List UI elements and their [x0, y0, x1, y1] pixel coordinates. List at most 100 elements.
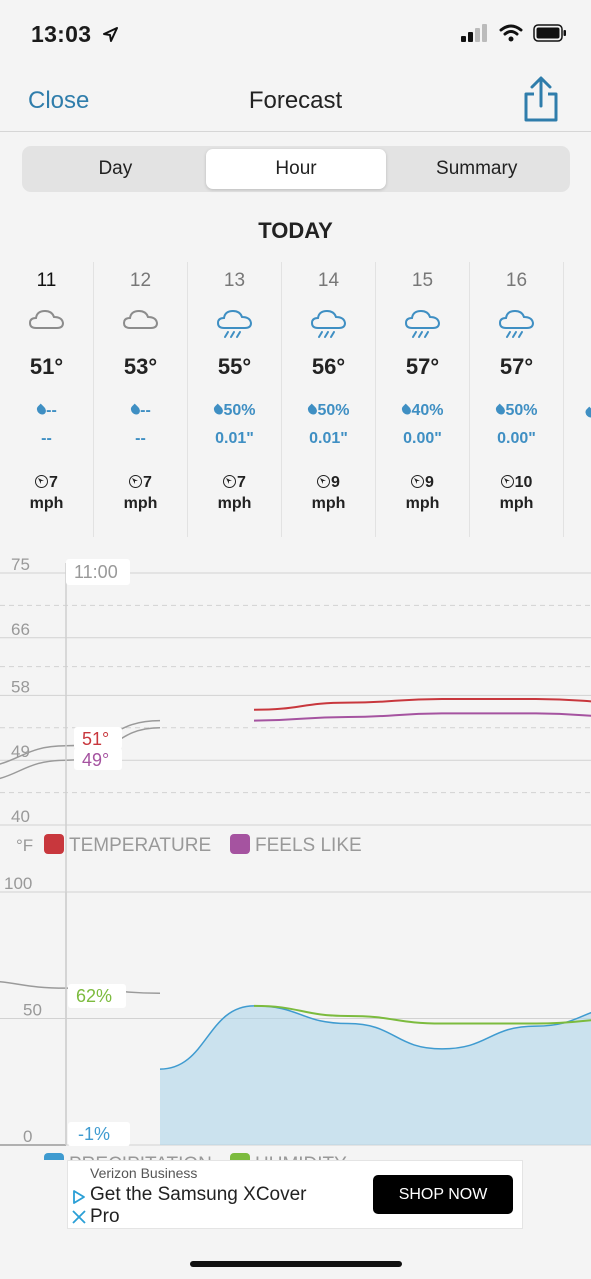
precip-amount: 0.01": [309, 430, 348, 447]
precip-chance-value: 50%: [505, 402, 538, 419]
hour-column[interactable]: 14 56° 50% 0.01" 9 mph: [282, 262, 376, 537]
rain-cloud-icon: [310, 309, 347, 338]
temperature-line: [253, 698, 591, 711]
feels-like-value: 49°: [82, 750, 109, 770]
view-tabs: Day Hour Summary: [22, 146, 570, 192]
wind-speed: 9: [282, 474, 375, 492]
humidity-value: 62%: [76, 986, 112, 1006]
feels-like-legend-label: FEELS LIKE: [255, 835, 362, 856]
humidity-line: [253, 1004, 591, 1025]
wifi-icon: [499, 24, 523, 42]
y-tick-label: 58: [11, 677, 30, 696]
ad-banner[interactable]: Verizon Business Get the Samsung XCover …: [67, 1160, 523, 1229]
precip-amount: --: [135, 430, 146, 447]
humidity-legend-label: HUMIDITY: [255, 1154, 347, 1160]
wind-unit: mph: [311, 495, 346, 512]
wind-speed-value: 7: [49, 474, 58, 491]
precip-chance: --: [0, 402, 93, 420]
precip-chance: 40%: [376, 402, 469, 420]
close-button[interactable]: Close: [28, 87, 90, 114]
wind-unit: mph: [405, 495, 440, 512]
precip-chance-value: --: [46, 402, 57, 419]
wind-speed-value: 7: [143, 474, 152, 491]
cursor-value-badge: [74, 727, 122, 749]
feels-like-line: [253, 712, 591, 722]
wind-direction-icon: [500, 475, 514, 488]
precip-chance-value: 40%: [411, 402, 444, 419]
wind-direction-icon: [129, 475, 143, 488]
y-tick-label: 66: [11, 620, 30, 639]
temperature-value: 51°: [82, 729, 109, 749]
hour-temperature: 57°: [405, 354, 440, 379]
hourly-strip[interactable]: 11 51° -- -- 7 mph 12 53° -- -- 7 mph 13 55° 50% 0.01" 7…: [0, 262, 591, 537]
feels-like-legend-swatch: [230, 834, 250, 854]
precip-chance-value: --: [140, 402, 151, 419]
hour-column[interactable]: 15 57° 40% 0.00" 9 mph: [376, 262, 470, 537]
share-button[interactable]: [521, 74, 561, 122]
rain-cloud-icon: [498, 309, 535, 338]
cursor-time-badge: [66, 559, 130, 585]
wind-speed: 7: [94, 474, 187, 492]
hour-column[interactable]: 16 57° 50% 0.00" 10 mph: [470, 262, 564, 537]
tab-day[interactable]: Day: [25, 149, 206, 189]
unit-label: °F: [16, 836, 33, 855]
temperature-legend-swatch: [44, 834, 64, 854]
hour-temperature: 55°: [217, 354, 252, 379]
wind-unit: mph: [123, 495, 158, 512]
tab-hour[interactable]: Hour: [205, 149, 387, 189]
wind-direction-icon: [317, 475, 331, 488]
section-title: TODAY: [258, 218, 333, 243]
precip-amount: 0.00": [403, 430, 442, 447]
wind-direction-icon: [223, 475, 237, 488]
y-tick-label: 100: [4, 874, 32, 893]
wind-direction-icon: [35, 475, 49, 488]
ad-brand: Verizon Business: [90, 1165, 198, 1181]
wind-speed: 10: [470, 474, 563, 492]
hour-column[interactable]: 12 53° -- -- 7 mph: [94, 262, 188, 537]
status-time: 13:03: [31, 21, 92, 47]
tab-summary[interactable]: Summary: [386, 149, 567, 189]
y-tick-label: 75: [11, 555, 30, 574]
forecast-charts[interactable]: 75 66 58 49 40 11:00 51°49° °F TEMPERATURE FEELS …: [0, 555, 591, 1160]
precip-chance: 50%: [188, 402, 281, 420]
nav-bar: Close Forecast: [0, 68, 591, 132]
y-tick-label: 49: [11, 742, 30, 761]
hour-temperature: 57°: [499, 354, 534, 379]
precipitation-legend-swatch: [44, 1153, 64, 1160]
hour-label: 14: [317, 270, 340, 291]
ad-choices-icon[interactable]: [72, 1189, 86, 1205]
precip-chance: 50%: [470, 402, 563, 420]
shop-now-button[interactable]: SHOP NOW: [373, 1175, 513, 1214]
wind-speed: 9: [376, 474, 469, 492]
precipitation-line: [159, 1005, 591, 1070]
battery-icon: [533, 24, 566, 42]
wind-speed: 7: [0, 474, 93, 492]
hour-column[interactable]: 13 55° 50% 0.01" 7 mph: [188, 262, 282, 537]
precip-amount: --: [41, 430, 52, 447]
precip-amount: 0.00": [497, 430, 536, 447]
wind-unit: mph: [499, 495, 534, 512]
temperature-legend-label: TEMPERATURE: [69, 835, 211, 856]
hour-column[interactable]: 11 51° -- -- 7 mph: [0, 262, 94, 537]
location-arrow-icon: [103, 27, 118, 42]
share-icon: [524, 76, 558, 122]
hour-label: 16: [505, 270, 528, 291]
wind-speed-value: 9: [425, 474, 434, 491]
hour-label: 11: [36, 270, 57, 291]
cursor-value-badge: [68, 1122, 130, 1146]
precip-chance: 50%: [282, 402, 375, 420]
ad-close-icon[interactable]: [71, 1209, 87, 1225]
wind-unit: mph: [217, 495, 252, 512]
cursor-value-badge: [74, 748, 122, 770]
ad-text[interactable]: Get the Samsung XCover Pro: [90, 1184, 307, 1227]
hour-temperature: 53°: [123, 354, 158, 379]
status-bar: 13:03: [0, 0, 591, 68]
hour-label: 12: [129, 270, 152, 291]
hour-label: 13: [223, 270, 246, 291]
hour-temperature: 56°: [311, 354, 346, 379]
precip-chance-value: 50%: [223, 402, 256, 419]
precipitation-legend-label: PRECIPITATION: [69, 1154, 212, 1160]
wind-speed: 7: [188, 474, 281, 492]
home-indicator: [190, 1261, 402, 1267]
cursor-value-badge: [68, 984, 126, 1008]
